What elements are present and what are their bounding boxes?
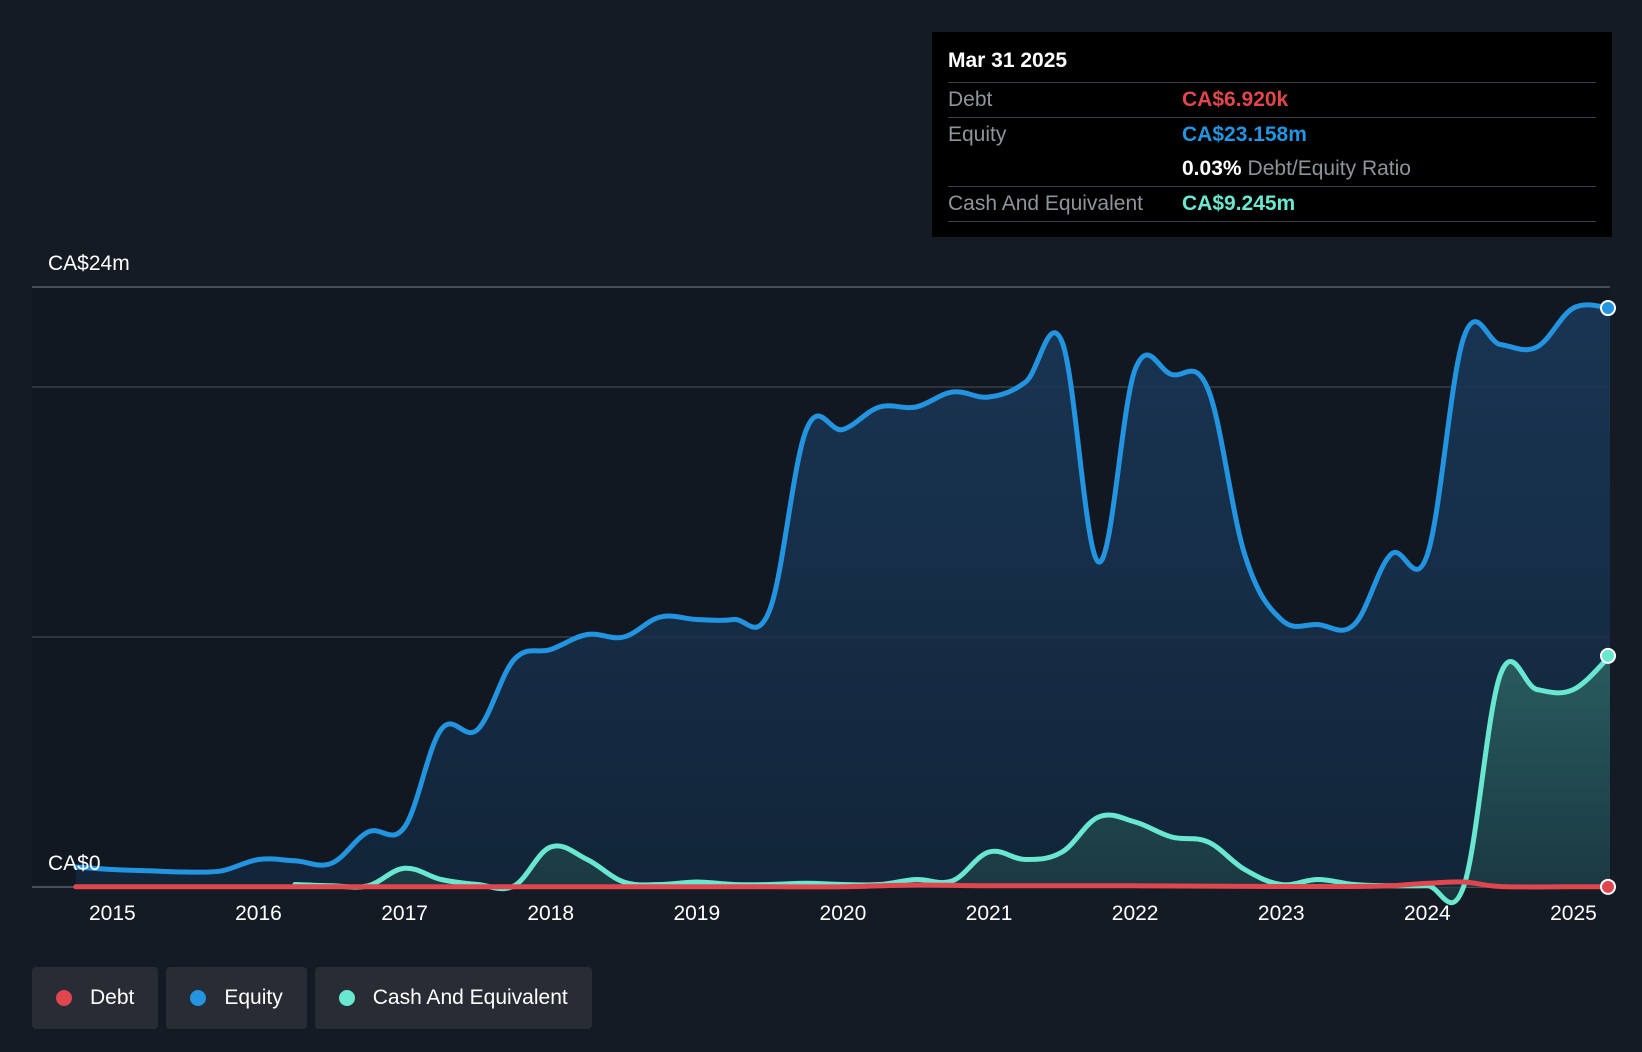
tooltip: Mar 31 2025 Debt CA$6.920k Equity CA$23.… [932,32,1612,237]
x-tick-label: 2025 [1550,902,1597,925]
x-tick-label: 2019 [673,902,720,925]
legend-item-equity[interactable]: Equity [166,967,307,1029]
tooltip-debt-row: Debt CA$6.920k [948,83,1596,118]
equity-dot-icon [190,990,207,1006]
x-tick-label: 2018 [527,902,574,925]
x-tick-label: 2020 [820,902,867,925]
legend-equity-label: Equity [224,986,283,1009]
cash-dot-icon [338,990,355,1006]
debt-line [73,879,1613,890]
y-axis-top-label: CA$24m [48,252,130,275]
end-markers [1600,300,1616,895]
y-axis-bottom-label: CA$0 [48,852,101,875]
equity-line [73,302,1613,875]
x-axis-ticks: 2015 2016 2017 2018 2019 2020 2021 2022 2023 2024… [89,902,1597,925]
legend: Debt Equity Cash And Equivalent [32,967,592,1029]
tooltip-debt-value: CA$6.920k [1182,88,1289,111]
debt-end-point [1600,878,1616,895]
tooltip-ratio-label: Debt/Equity Ratio [1247,157,1411,180]
x-tick-label: 2023 [1258,902,1305,925]
tooltip-ratio-value: 0.03% [1182,157,1242,180]
tooltip-ratio-row: 0.03% Debt/Equity Ratio [948,152,1596,187]
tooltip-cash-row: Cash And Equivalent CA$9.245m [948,187,1596,222]
x-tick-label: 2017 [381,902,428,925]
debt-dot-icon [56,990,72,1006]
tooltip-cash-label: Cash And Equivalent [948,192,1143,215]
x-tick-label: 2024 [1404,902,1451,925]
equity-area [75,304,1610,887]
legend-cash-label: Cash And Equivalent [372,986,568,1009]
equity-end-point [1600,300,1616,317]
cash-area [295,655,1610,903]
legend-item-debt[interactable]: Debt [32,967,159,1029]
x-tick-label: 2015 [89,902,136,925]
legend-item-cash[interactable]: Cash And Equivalent [314,967,592,1029]
tooltip-equity-row: Equity CA$23.158m [948,118,1596,152]
x-tick-label: 2021 [966,902,1013,925]
x-tick-label: 2016 [235,902,282,925]
legend-debt-label: Debt [90,986,135,1009]
tooltip-equity-label: Equity [948,123,1007,146]
tooltip-debt-label: Debt [948,88,993,111]
tooltip-date: Mar 31 2025 [948,46,1596,83]
tooltip-equity-value: CA$23.158m [1182,123,1307,146]
tooltip-cash-value: CA$9.245m [1182,192,1296,215]
x-tick-label: 2022 [1112,902,1159,925]
cash-end-point [1600,647,1616,664]
